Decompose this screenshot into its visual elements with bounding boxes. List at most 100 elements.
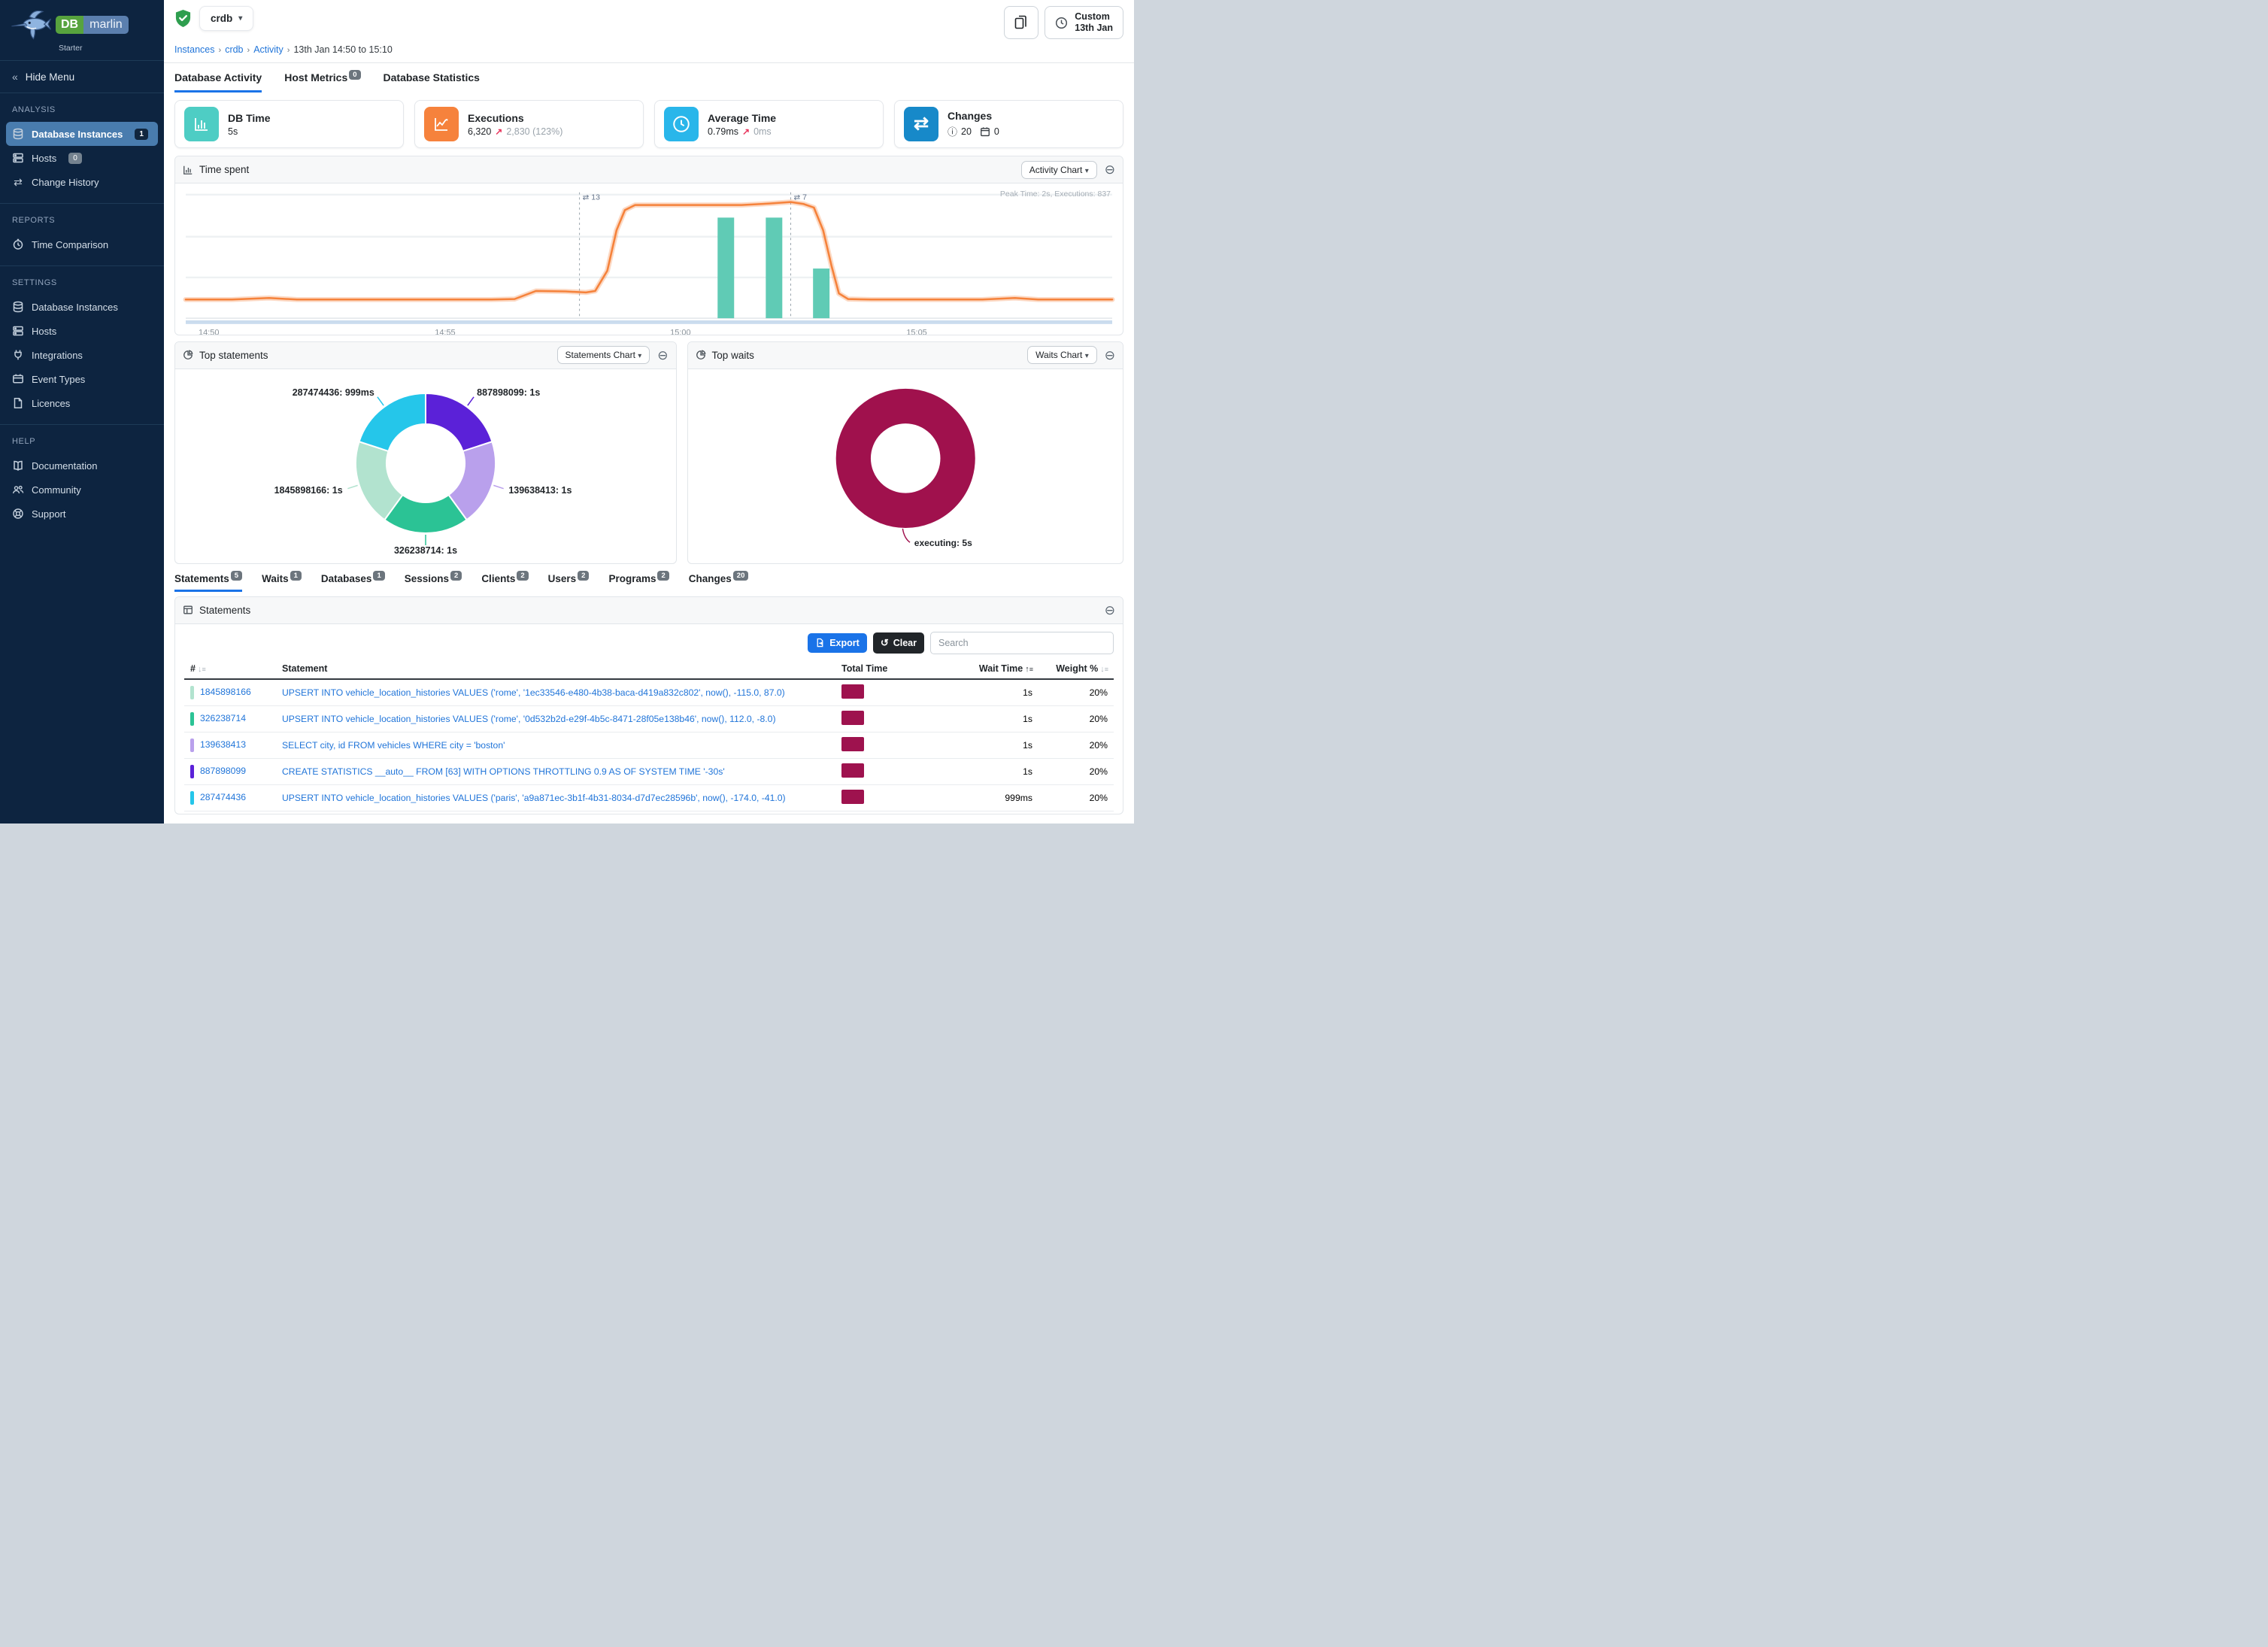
export-icon — [817, 638, 823, 648]
time-spent-panel: Time spent Activity Chart ▾ ⊖ Peak Time:… — [174, 156, 1123, 335]
subtab-databases[interactable]: Databases 1 — [321, 570, 385, 592]
sidebar: DB marlin Starter « Hide Menu ANALYSIS D… — [0, 0, 164, 824]
sidebar-item-integrations[interactable]: Integrations — [0, 343, 164, 367]
detail-tabs: Statements 5 Waits 1 Databases 1 Sessions 2 … — [164, 564, 1134, 592]
copy-link-button[interactable] — [1004, 6, 1039, 39]
topbar: crdb ▾ Custom 13th Jan — [164, 0, 1134, 39]
statements-table: # ↓≡ Statement Total Time Wait Time ↑≡ Wei… — [184, 658, 1114, 811]
statement-link[interactable]: UPSERT INTO vehicle_location_histories V… — [282, 792, 786, 803]
sidebar-item-hosts[interactable]: Hosts 0 — [0, 146, 164, 170]
table-icon — [183, 605, 193, 615]
info-circle-icon[interactable]: ⓘ — [948, 126, 958, 138]
collapse-icon[interactable]: ⊖ — [657, 347, 669, 362]
top-statements-donut[interactable]: 887898099: 1s 139638413: 1s 326238714: 1s 1… — [175, 369, 676, 563]
statement-id-link[interactable]: 287474436 — [200, 792, 247, 802]
statements-chart-dropdown[interactable]: Statements Chart ▾ — [556, 346, 650, 365]
sidebar-item-documentation[interactable]: Documentation — [0, 453, 164, 478]
top-statements-header: Top statements Statements Chart ▾ ⊖ — [175, 341, 676, 369]
table-row: 887898099 CREATE STATISTICS __auto__ FRO… — [184, 758, 1114, 785]
hide-menu-button[interactable]: « Hide Menu — [0, 61, 164, 93]
statement-link[interactable]: UPSERT INTO vehicle_location_histories V… — [282, 713, 776, 724]
statement-id-link[interactable]: 887898099 — [200, 766, 247, 776]
top-statements-panel: Top statements Statements Chart ▾ ⊖ 8878… — [174, 341, 677, 564]
time-range-button[interactable]: Custom 13th Jan — [1045, 6, 1123, 39]
breadcrumb-activity[interactable]: Activity — [253, 44, 284, 55]
sidebar-item-event-types[interactable]: Event Types — [0, 367, 164, 391]
main-content: crdb ▾ Custom 13th Jan Instances › crdb › A — [164, 0, 1134, 824]
time-spent-header: Time spent Activity Chart ▾ ⊖ — [175, 156, 1123, 184]
wait-time-cell: 1s — [926, 732, 1038, 759]
collapse-icon[interactable]: ⊖ — [1104, 347, 1115, 362]
chevron-down-icon: ▾ — [238, 14, 243, 23]
sort-icon: ↓≡ — [1100, 664, 1108, 674]
table-toolbar: Export ↺ Clear — [175, 624, 1123, 659]
column-header-num[interactable]: # ↓≡ — [184, 658, 276, 680]
sidebar-item-community[interactable]: Community — [0, 478, 164, 502]
statement-id-link[interactable]: 326238714 — [200, 713, 247, 723]
series-color-chip — [190, 711, 194, 726]
copy-icon — [1014, 15, 1027, 29]
clear-button[interactable]: ↺ Clear — [872, 632, 924, 654]
pie-chart-icon — [183, 350, 193, 360]
statement-link[interactable]: CREATE STATISTICS __auto__ FROM [63] WIT… — [282, 766, 725, 777]
brand-db: DB — [56, 16, 84, 34]
wait-time-cell: 1s — [926, 678, 1038, 706]
sort-icon-asc: ↑≡ — [1025, 664, 1033, 674]
search-input[interactable] — [930, 631, 1114, 654]
kpi-average-time: Average Time 0.79ms ↗ 0ms — [654, 100, 884, 148]
sidebar-item-settings-hosts[interactable]: Hosts — [0, 319, 164, 343]
time-spent-chart[interactable]: Peak Time: 2s, Executions: 837 ⇄ 13 ⇄ 7 14… — [175, 184, 1123, 335]
subtab-statements[interactable]: Statements 5 — [174, 570, 243, 592]
top-waits-donut[interactable]: executing: 5s — [688, 369, 1123, 563]
breadcrumb-crdb[interactable]: crdb — [225, 44, 244, 55]
sidebar-item-licences[interactable]: Licences — [0, 391, 164, 415]
swap-arrows-icon: ⇄ — [904, 107, 938, 141]
sidebar-item-settings-database-instances[interactable]: Database Instances — [0, 295, 164, 319]
export-button[interactable]: Export — [808, 632, 867, 653]
activity-chart-dropdown[interactable]: Activity Chart ▾ — [1020, 160, 1097, 179]
tab-database-activity[interactable]: Database Activity — [174, 71, 262, 93]
total-time-bar — [841, 710, 864, 725]
subtab-users[interactable]: Users 2 — [548, 570, 590, 592]
instance-selector[interactable]: crdb ▾ — [199, 6, 254, 31]
wait-time-cell: 1s — [926, 705, 1038, 733]
sidebar-item-support[interactable]: Support — [0, 502, 164, 526]
sidebar-item-time-comparison[interactable]: Time Comparison — [0, 232, 164, 256]
statement-id-link[interactable]: 1845898166 — [200, 687, 251, 697]
subtab-programs[interactable]: Programs 2 — [608, 570, 669, 592]
statement-id-link[interactable]: 139638413 — [200, 739, 247, 750]
breadcrumb-instances[interactable]: Instances — [174, 44, 215, 55]
subtab-waits[interactable]: Waits 1 — [262, 570, 302, 592]
svg-text:executing: 5s: executing: 5s — [914, 538, 972, 548]
sidebar-item-change-history[interactable]: ⇄ Change History — [0, 170, 164, 194]
count-badge: 5 — [230, 570, 243, 581]
column-header-total-time[interactable]: Total Time — [835, 658, 926, 680]
series-color-chip — [190, 738, 194, 752]
people-icon — [12, 484, 24, 496]
waits-chart-dropdown[interactable]: Waits Chart ▾ — [1027, 346, 1097, 365]
column-header-statement[interactable]: Statement — [276, 658, 835, 680]
table-row: 287474436 UPSERT INTO vehicle_location_h… — [184, 784, 1114, 811]
subtab-sessions[interactable]: Sessions 2 — [405, 570, 462, 592]
tab-database-statistics[interactable]: Database Statistics — [383, 71, 480, 83]
svg-text:14:55: 14:55 — [435, 328, 455, 335]
licence-document-icon — [12, 397, 24, 409]
kpi-row: DB Time 5s Executions 6,320 ↗ 2,830 (123… — [164, 93, 1134, 151]
collapse-icon[interactable]: ⊖ — [1104, 162, 1115, 177]
chevron-down-icon: ▾ — [1084, 352, 1089, 361]
column-header-wait-time[interactable]: Wait Time ↑≡ — [926, 658, 1038, 680]
total-time-bar — [841, 736, 864, 751]
statement-link[interactable]: SELECT city, id FROM vehicles WHERE city… — [282, 739, 505, 751]
sidebar-section-analysis: ANALYSIS Database Instances 1 Hosts 0 ⇄ … — [0, 93, 164, 203]
svg-text:15:05: 15:05 — [906, 328, 926, 335]
events-icon — [12, 373, 24, 385]
sidebar-item-database-instances[interactable]: Database Instances 1 — [6, 122, 158, 146]
svg-text:1845898166: 1s: 1845898166: 1s — [274, 485, 342, 496]
collapse-icon[interactable]: ⊖ — [1104, 602, 1115, 617]
column-header-weight[interactable]: Weight % ↓≡ — [1038, 658, 1114, 680]
subtab-changes[interactable]: Changes 20 — [689, 570, 749, 592]
statement-link[interactable]: UPSERT INTO vehicle_location_histories V… — [282, 687, 785, 698]
subtab-clients[interactable]: Clients 2 — [481, 570, 529, 592]
svg-text:14:50: 14:50 — [199, 328, 219, 335]
tab-host-metrics[interactable]: Host Metrics 0 — [284, 70, 361, 93]
